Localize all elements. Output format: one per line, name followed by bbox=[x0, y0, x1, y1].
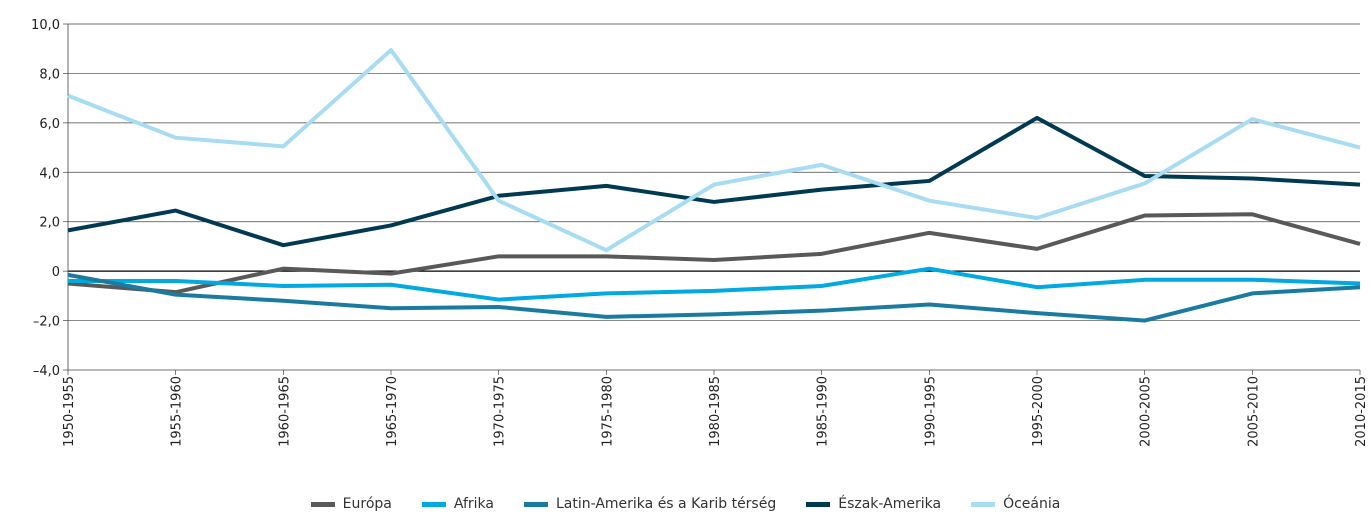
legend-label: Észak-Amerika bbox=[838, 496, 942, 512]
series-line bbox=[68, 266, 1361, 302]
x-tick-label: 1950-1955 bbox=[62, 376, 77, 447]
y-tick-label: 6,0 bbox=[39, 117, 60, 132]
y-tick-label: 8,0 bbox=[39, 67, 60, 82]
y-tick-label: –2,0 bbox=[33, 315, 60, 330]
chart: –4,0 –2,0 0 2,0 4,0 6,0 8,0 10,0 1950-1955 1955-1… bbox=[31, 18, 1369, 447]
series-line bbox=[67, 272, 1361, 323]
x-tick-label: 2000-2005 bbox=[1139, 376, 1154, 447]
legend-item: Óceánia bbox=[971, 496, 1060, 512]
legend-item: Afrika bbox=[421, 496, 494, 512]
y-tick-label: 0 bbox=[52, 265, 60, 280]
series-line bbox=[67, 115, 1361, 248]
series-line bbox=[67, 47, 1361, 253]
legend-item: Európa bbox=[310, 496, 392, 512]
legend-item: Latin-Amerika és a Karib térség bbox=[523, 496, 777, 512]
legend-label: Latin-Amerika és a Karib térség bbox=[555, 496, 777, 512]
legend-swatch bbox=[310, 501, 335, 507]
x-tick-label: 1965-1970 bbox=[385, 376, 400, 447]
x-tick-label: 1995-2000 bbox=[1031, 376, 1046, 447]
x-tick-label: 1980-1985 bbox=[708, 376, 723, 447]
y-tick-label: 2,0 bbox=[39, 216, 60, 231]
x-tick-label: 2005-2010 bbox=[1246, 376, 1261, 447]
legend-item: Észak-Amerika bbox=[806, 496, 941, 512]
x-tick-label: 1970-1975 bbox=[493, 376, 508, 447]
y-tick-label: –4,0 bbox=[33, 364, 60, 379]
legend-label: Óceánia bbox=[1003, 496, 1061, 512]
x-tick-label: 1985-1990 bbox=[816, 376, 831, 447]
legend-swatch bbox=[523, 501, 548, 507]
series-line bbox=[67, 212, 1361, 295]
legend-label: Afrika bbox=[453, 496, 494, 512]
legend-swatch bbox=[806, 501, 831, 507]
x-tick-label: 1960-1965 bbox=[277, 376, 292, 447]
legend-swatch bbox=[971, 501, 996, 507]
x-tick-label: 1955-1960 bbox=[170, 376, 185, 447]
y-tick-label: 10,0 bbox=[31, 18, 60, 33]
legend-label: Európa bbox=[342, 496, 392, 512]
legend: Európa Afrika Latin-Amerika és a Karib tér… bbox=[0, 496, 1371, 512]
x-tick-label: 1990-1995 bbox=[923, 376, 938, 447]
x-tick-label: 1975-1980 bbox=[600, 376, 615, 447]
y-tick-label: 4,0 bbox=[39, 166, 60, 181]
legend-swatch bbox=[421, 501, 446, 507]
x-tick-label: 2010-2015 bbox=[1354, 376, 1369, 447]
